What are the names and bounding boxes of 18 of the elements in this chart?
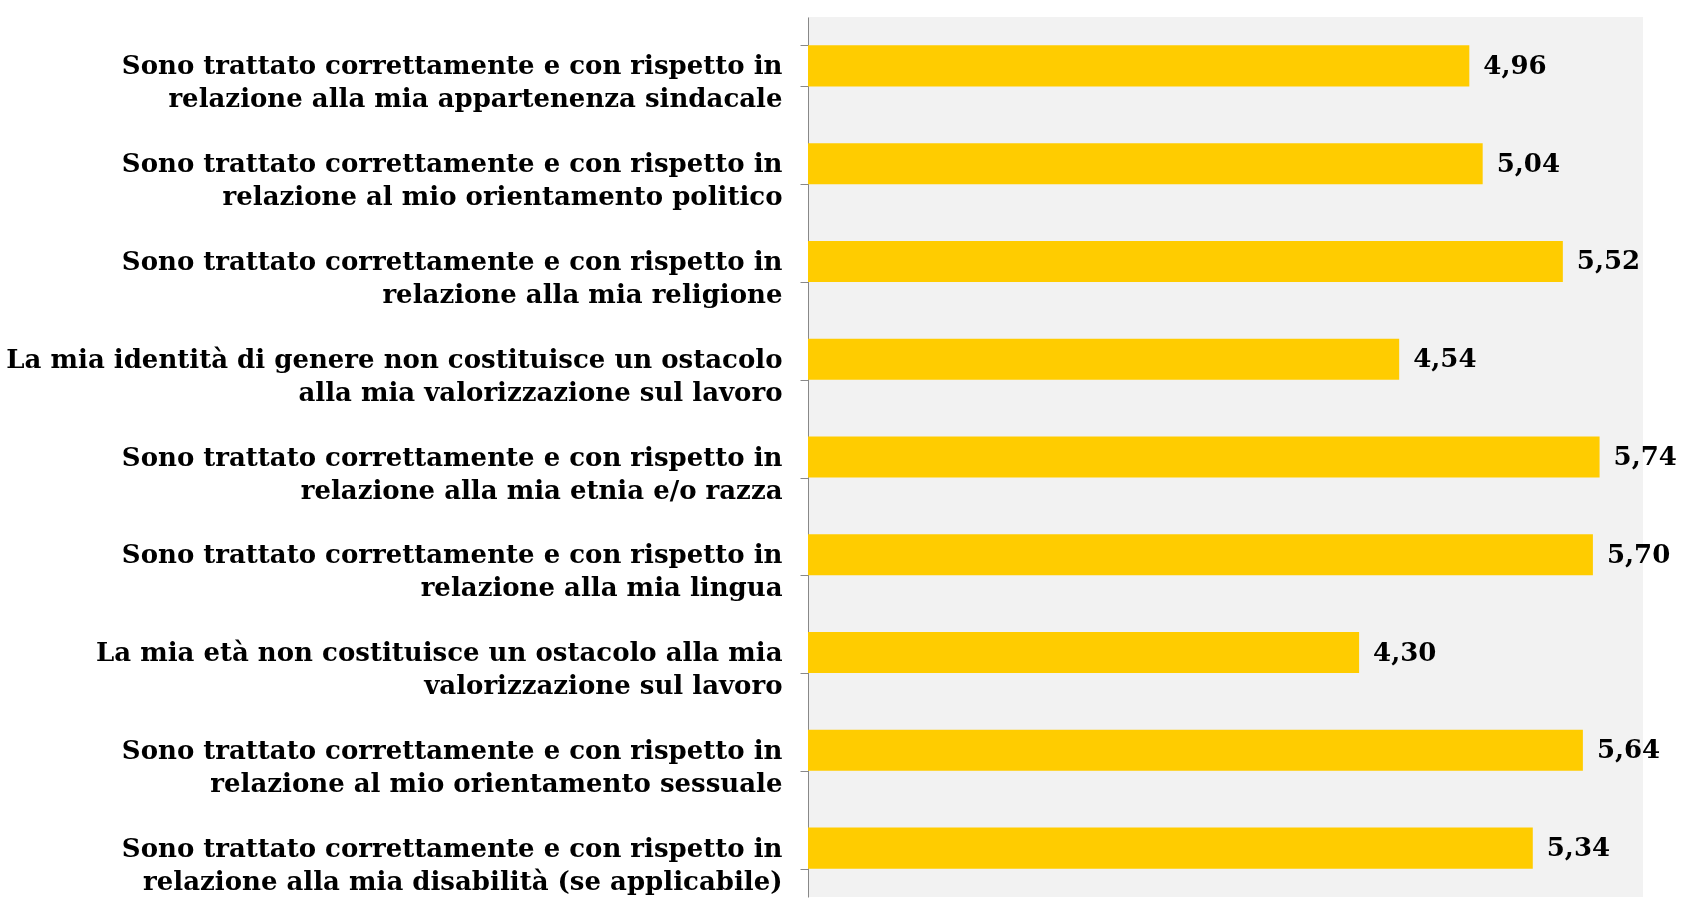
data-label: 4,30 — [1373, 636, 1437, 667]
data-label: 5,52 — [1576, 245, 1641, 276]
data-label: 4,96 — [1483, 49, 1547, 80]
data-label: 5,74 — [1613, 441, 1677, 471]
data-label: 5,04 — [1496, 147, 1561, 178]
data-label: 5,64 — [1596, 734, 1661, 765]
y-tick-label: Sono trattato correttamente e con rispetto in relazione alla mia lingua — [121, 539, 783, 603]
y-tick-label: La mia identità di genere non costituisce un ostacolo alla mia valorizzazione sul lavoro — [6, 343, 783, 407]
y-tick-label: Sono trattato correttamente e con rispetto in relazione alla mia disabilità (se applicabile) — [121, 832, 783, 896]
y-tick-label: Sono trattato correttamente e con rispetto in relazione alla mia religione — [121, 245, 783, 309]
y-tick-label: Sono trattato correttamente e con rispetto in relazione alla mia etnia e/o razza — [121, 441, 783, 505]
data-label: 5,34 — [1546, 832, 1611, 863]
y-tick-label: Sono trattato correttamente e con rispetto in relazione al mio orientamento politico — [121, 148, 783, 212]
data-label: 5,70 — [1606, 538, 1671, 569]
y-tick-label: La mia età non costituisce un ostacolo alla mia valorizzazione sul lavoro — [95, 637, 783, 701]
y-tick-label: Sono trattato correttamente e con rispetto in relazione alla mia appartenenza sindacale — [121, 50, 783, 114]
y-tick-label: Sono trattato correttamente e con rispetto in relazione al mio orientamento sessuale — [121, 734, 783, 798]
data-label: 4,54 — [1413, 343, 1477, 374]
